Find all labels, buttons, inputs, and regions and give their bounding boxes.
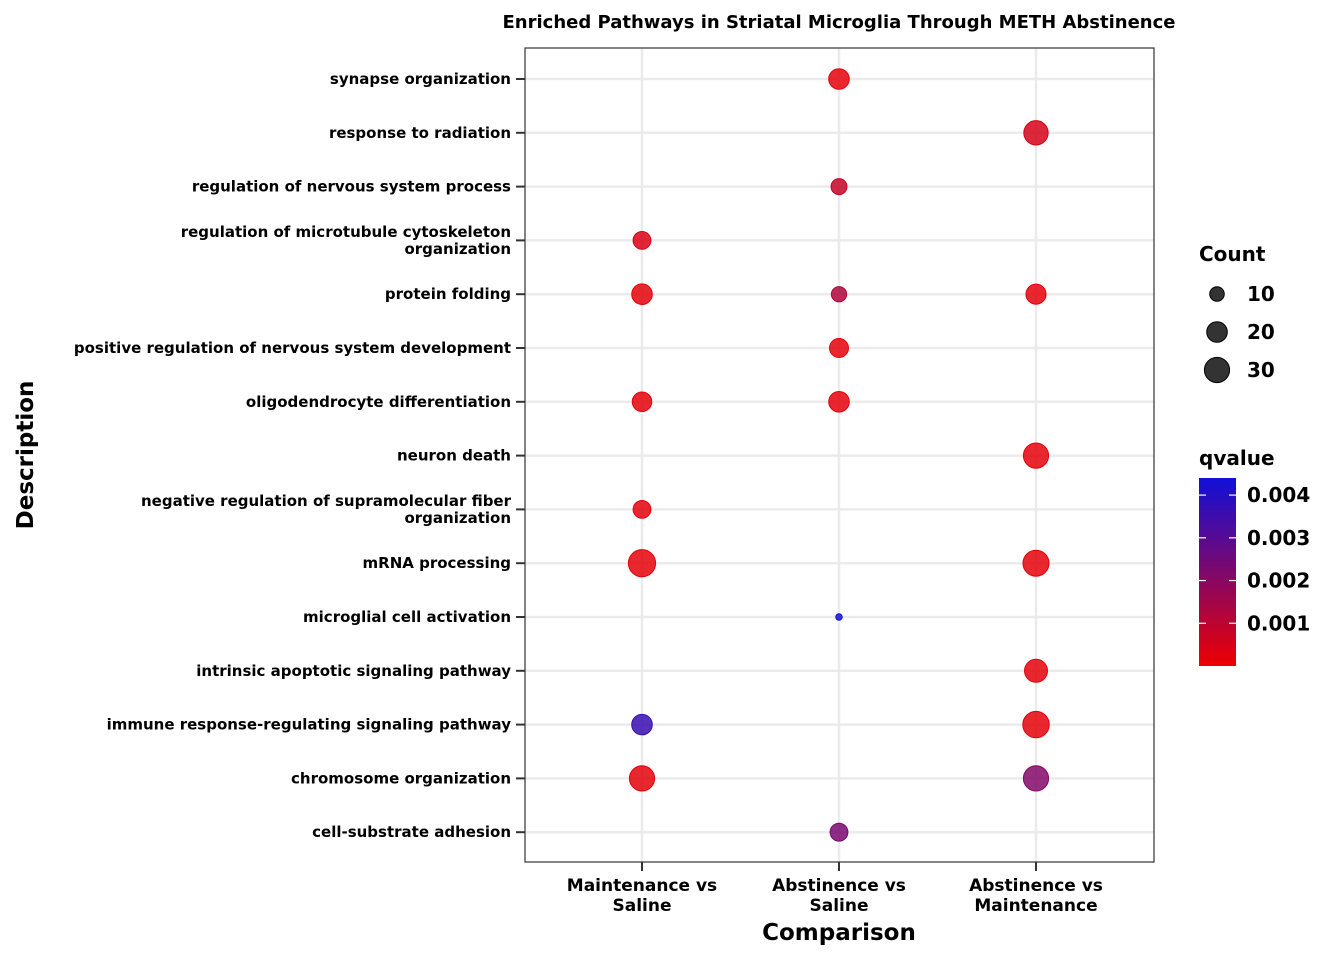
x-axis-tick-labels: Maintenance vs Saline Abstinence vs Saline A…: [567, 862, 1103, 916]
x-tick-label: Maintenance vs Saline: [567, 876, 717, 916]
x-axis-title: Comparison: [762, 920, 916, 946]
y-tick-label: synapse organization: [330, 70, 511, 88]
y-axis-title: Description: [13, 381, 39, 530]
y-tick-label: protein folding: [385, 285, 511, 303]
qvalue-legend-label: 0.004: [1247, 483, 1310, 507]
y-tick-label: immune response-regulating signaling pat…: [107, 716, 512, 734]
data-point: [1022, 710, 1050, 739]
data-point: [835, 613, 843, 621]
data-point: [631, 283, 653, 305]
qvalue-legend: qvalue 0.001 0.002 0.003 0.004: [1199, 446, 1310, 666]
x-tick-label: Abstinence vs Saline: [772, 876, 906, 916]
count-legend-label: 10: [1247, 282, 1275, 306]
chart-title: Enriched Pathways in Striatal Microglia …: [503, 12, 1176, 33]
data-point: [631, 713, 653, 736]
grid-lines: [525, 48, 1154, 862]
y-tick-label: response to radiation: [329, 124, 511, 142]
data-point: [1022, 549, 1050, 577]
data-point: [628, 765, 656, 792]
y-tick-label: chromosome organization: [291, 769, 511, 787]
data-point: [829, 338, 849, 358]
qvalue-legend-label: 0.001: [1247, 611, 1310, 635]
y-tick-label: negative regulation of supramolecular fi…: [141, 492, 512, 527]
data-point: [631, 391, 653, 413]
y-tick-label: intrinsic apoptotic signaling pathway: [196, 662, 511, 680]
qvalue-colorbar: [1199, 478, 1236, 666]
y-tick-label: neuron death: [397, 447, 511, 465]
data-point: [1023, 120, 1049, 146]
data-point: [627, 549, 657, 578]
qvalue-legend-label: 0.002: [1247, 569, 1310, 593]
data-point: [830, 286, 848, 303]
y-tick-label: oligodendrocyte differentiation: [246, 393, 511, 411]
y-tick-label: cell-substrate adhesion: [312, 823, 511, 841]
data-point: [830, 178, 848, 196]
y-tick-label: positive regulation of nervous system de…: [74, 339, 511, 357]
data-point: [632, 499, 652, 519]
y-tick-label: regulation of nervous system process: [192, 178, 511, 196]
count-legend-label: 20: [1247, 320, 1275, 344]
data-point: [829, 822, 849, 842]
data-point: [1022, 765, 1050, 792]
y-tick-label: microglial cell activation: [303, 608, 511, 626]
data-point: [828, 68, 850, 90]
count-legend-title: Count: [1199, 242, 1266, 266]
count-legend-label: 30: [1247, 358, 1275, 382]
data-point: [1022, 442, 1050, 469]
y-tick-label: mRNA processing: [363, 554, 511, 572]
count-legend-key: [1206, 321, 1228, 343]
qvalue-legend-label: 0.003: [1247, 526, 1310, 550]
count-legend: Count 10 20 30: [1199, 242, 1275, 384]
data-point: [1025, 283, 1047, 305]
data-point: [1024, 658, 1048, 683]
y-axis-tick-labels: synapse organization response to radiatio…: [74, 70, 525, 841]
data-point: [828, 391, 850, 413]
x-tick-label: Abstinence vs Maintenance: [969, 876, 1103, 916]
count-legend-key: [1209, 286, 1225, 302]
data-points: [627, 68, 1050, 842]
count-legend-key: [1203, 356, 1231, 384]
qvalue-legend-title: qvalue: [1199, 446, 1275, 470]
y-tick-label: regulation of microtubule cytoskeleton or…: [181, 223, 511, 258]
data-point: [632, 230, 652, 250]
